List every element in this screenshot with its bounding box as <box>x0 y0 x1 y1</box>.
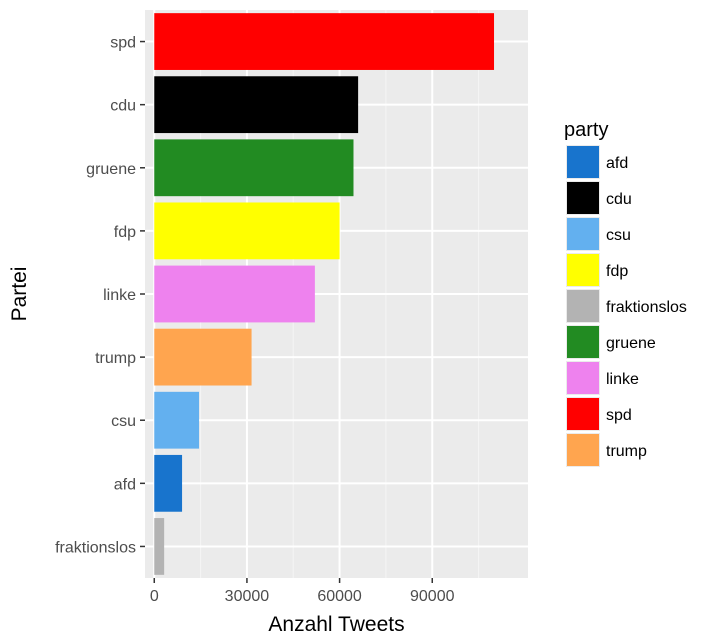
y-axis-title: Partei <box>8 267 31 322</box>
y-tick-label: csu <box>111 413 136 430</box>
bar-csu <box>154 391 200 449</box>
legend-swatch-fdp <box>567 254 599 286</box>
legend-swatch-fraktionslos <box>567 290 599 322</box>
bars <box>154 13 495 575</box>
bar-cdu <box>154 76 359 134</box>
legend-swatch-cdu <box>567 182 599 214</box>
legend-label-fraktionslos: fraktionslos <box>606 299 687 316</box>
bar-trump <box>154 328 252 386</box>
x-tick-label: 0 <box>150 588 159 605</box>
legend-label-spd: spd <box>606 407 632 424</box>
x-tick-label: 30000 <box>225 588 270 605</box>
bar-linke <box>154 265 315 323</box>
y-tick-label: gruene <box>86 161 136 178</box>
y-tick-label: fdp <box>114 224 136 241</box>
bar-afd <box>154 454 183 512</box>
y-tick-label: afd <box>114 476 136 493</box>
y-tick-label: linke <box>103 287 136 304</box>
legend-label-linke: linke <box>606 371 639 388</box>
legend-swatch-csu <box>567 218 599 250</box>
bar-spd <box>154 13 495 70</box>
legend-label-trump: trump <box>606 443 647 460</box>
bar-gruene <box>154 139 354 197</box>
legend-swatch-afd <box>567 146 599 178</box>
legend-label-gruene: gruene <box>606 335 656 352</box>
x-axis: 0 30000 60000 90000 <box>150 578 455 605</box>
legend-label-csu: csu <box>606 227 631 244</box>
legend-title: party <box>564 119 608 141</box>
x-axis-title: Anzahl Tweets <box>268 613 404 636</box>
bar-fdp <box>154 202 340 260</box>
y-tick-label: fraktionslos <box>55 539 136 556</box>
legend-swatch-gruene <box>567 326 599 358</box>
y-tick-label: trump <box>95 350 136 367</box>
legend-label-afd: afd <box>606 155 628 172</box>
legend-label-fdp: fdp <box>606 263 628 280</box>
x-tick-label: 90000 <box>410 588 455 605</box>
y-axis: spd cdu gruene fdp linke trump csu afd fraktions… <box>55 35 145 556</box>
legend-swatch-linke <box>567 362 599 394</box>
bar-fraktionslos <box>154 518 165 575</box>
legend-swatch-trump <box>567 434 599 466</box>
legend: party afd cdu csu fdp fraktionslos gruene link… <box>564 119 687 467</box>
y-tick-label: spd <box>110 35 136 52</box>
legend-label-cdu: cdu <box>606 191 632 208</box>
legend-swatch-spd <box>567 398 599 430</box>
x-tick-label: 60000 <box>317 588 362 605</box>
y-tick-label: cdu <box>110 98 136 115</box>
